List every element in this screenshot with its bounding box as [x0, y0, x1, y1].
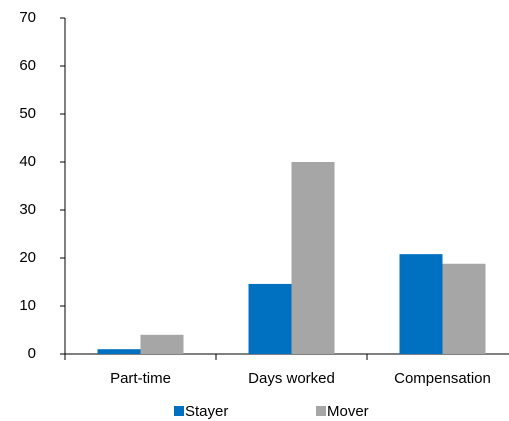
y-tick-label: 50: [19, 105, 36, 122]
bar: [291, 162, 335, 354]
legend-swatch: [316, 406, 326, 416]
bar: [442, 263, 486, 354]
x-tick-label: Days worked: [248, 370, 335, 387]
y-tick-label: 30: [19, 201, 36, 218]
y-tick-label: 10: [19, 297, 36, 314]
bar: [248, 283, 292, 354]
y-tick-label: 70: [19, 9, 36, 26]
bar: [140, 334, 184, 354]
x-tick-label: Part-time: [110, 370, 171, 387]
y-tick-label: 0: [28, 345, 36, 362]
y-tick-label: 60: [19, 57, 36, 74]
bar: [97, 349, 141, 354]
legend-label: Mover: [327, 403, 369, 420]
bar: [399, 254, 443, 354]
legend-swatch: [174, 406, 184, 416]
x-tick-label: Compensation: [394, 370, 491, 387]
legend-label: Stayer: [185, 403, 228, 420]
y-tick-label: 40: [19, 153, 36, 170]
y-tick-label: 20: [19, 249, 36, 266]
